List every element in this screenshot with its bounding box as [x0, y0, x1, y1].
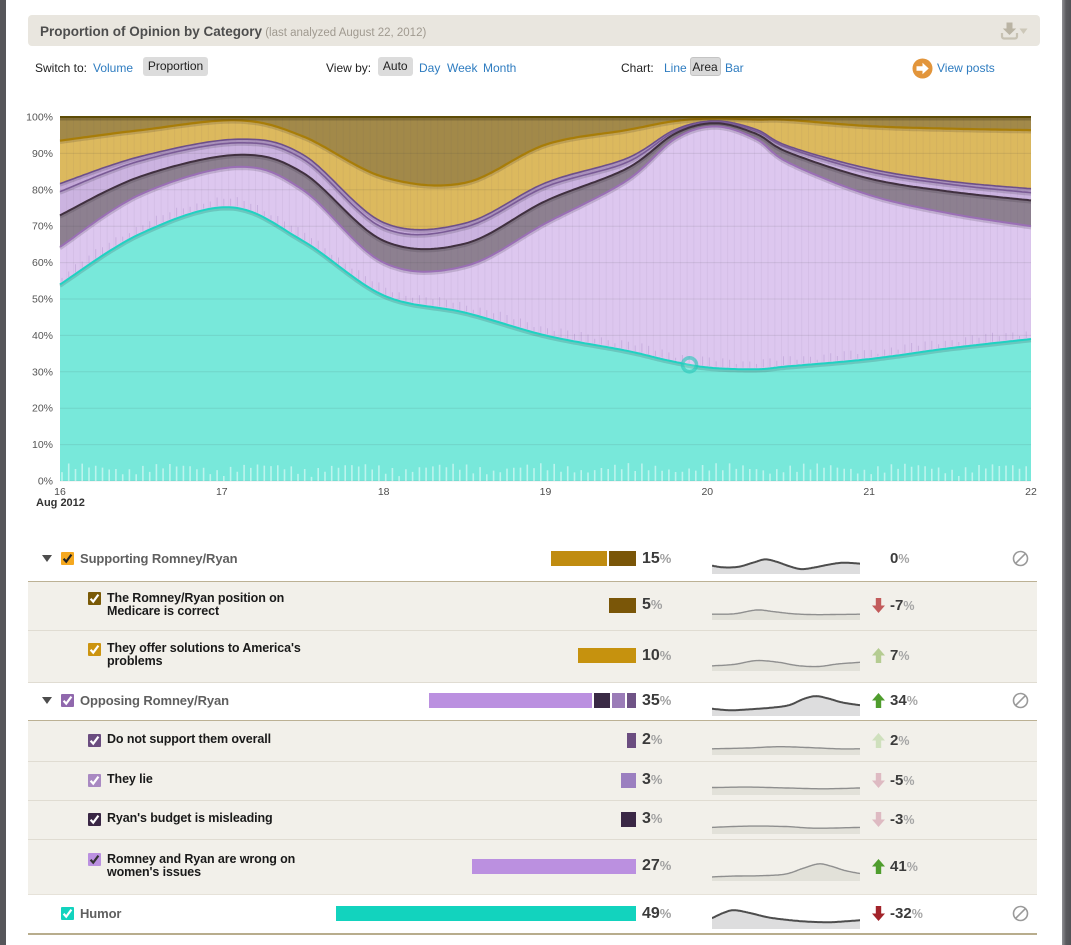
svg-text:90%: 90%: [32, 148, 53, 160]
svg-text:0%: 0%: [38, 476, 53, 488]
svg-text:22: 22: [1025, 486, 1037, 498]
svg-text:18: 18: [378, 486, 390, 498]
svg-text:50%: 50%: [32, 294, 53, 306]
svg-text:17: 17: [216, 486, 228, 498]
svg-text:70%: 70%: [32, 221, 53, 233]
svg-text:30%: 30%: [32, 366, 53, 378]
svg-text:Aug 2012: Aug 2012: [36, 497, 85, 509]
svg-text:80%: 80%: [32, 184, 53, 196]
svg-text:10%: 10%: [32, 439, 53, 451]
svg-text:16: 16: [54, 486, 66, 498]
svg-text:100%: 100%: [26, 112, 53, 124]
svg-text:19: 19: [540, 486, 552, 498]
svg-text:20%: 20%: [32, 403, 53, 415]
svg-text:40%: 40%: [32, 330, 53, 342]
svg-text:21: 21: [863, 486, 875, 498]
svg-text:60%: 60%: [32, 257, 53, 269]
svg-text:20: 20: [701, 486, 713, 498]
